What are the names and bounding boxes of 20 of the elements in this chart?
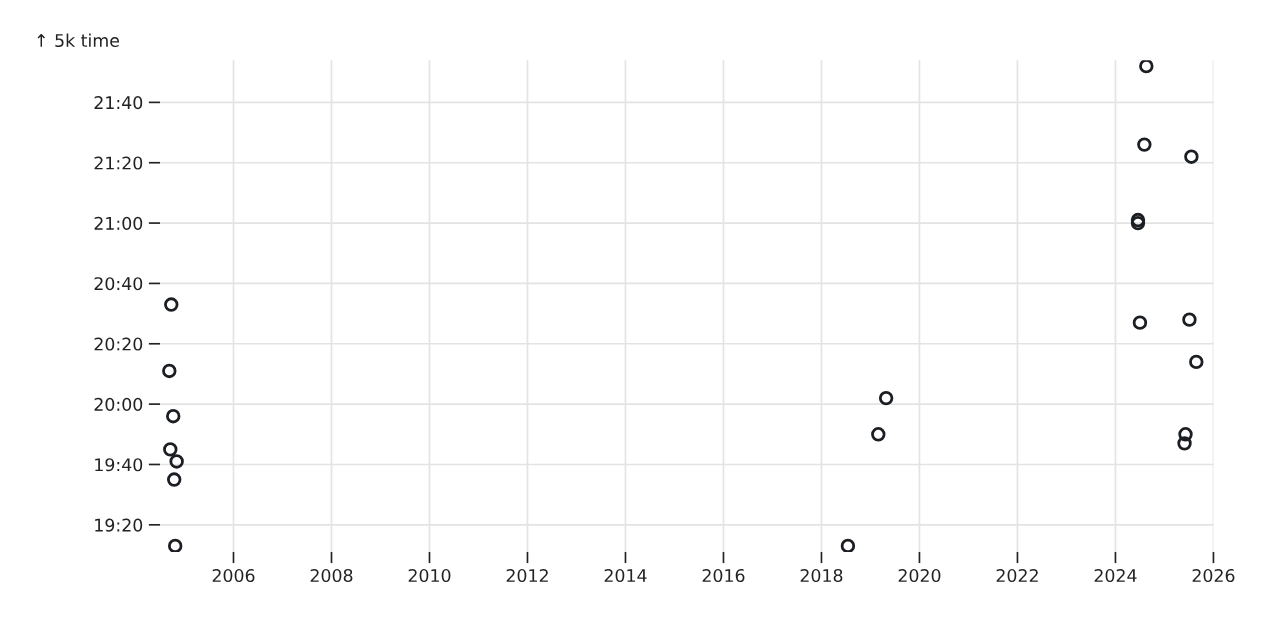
y-tick-label: 21:00 xyxy=(94,216,143,230)
x-tick-label: 2024 xyxy=(1094,568,1137,583)
x-tick-label: 2020 xyxy=(898,568,941,583)
x-tick-label: 2008 xyxy=(310,568,353,583)
x-tick-label: 2022 xyxy=(996,568,1038,583)
x-tick-label: 2006 xyxy=(212,568,255,583)
y-tick-label: 19:20 xyxy=(95,518,143,532)
x-tick-label: 2012 xyxy=(506,568,548,583)
x-tick-label: 2010 xyxy=(408,568,451,583)
x-tick-label: 2014 xyxy=(604,568,647,583)
y-tick-label: 19:40 xyxy=(95,458,143,472)
y-tick-label: 21:20 xyxy=(94,156,143,170)
x-tick-label: 2016 xyxy=(702,568,745,583)
y-tick-label: 20:40 xyxy=(94,277,143,291)
x-tick-label: 2026 xyxy=(1192,568,1235,583)
y-tick-label: 20:00 xyxy=(94,397,143,411)
y-tick-label: 20:20 xyxy=(94,337,143,351)
y-axis-title: ↑ 5k time xyxy=(37,33,119,48)
x-tick-label: 2018 xyxy=(800,568,843,583)
y-tick-label: 21:40 xyxy=(94,96,143,110)
